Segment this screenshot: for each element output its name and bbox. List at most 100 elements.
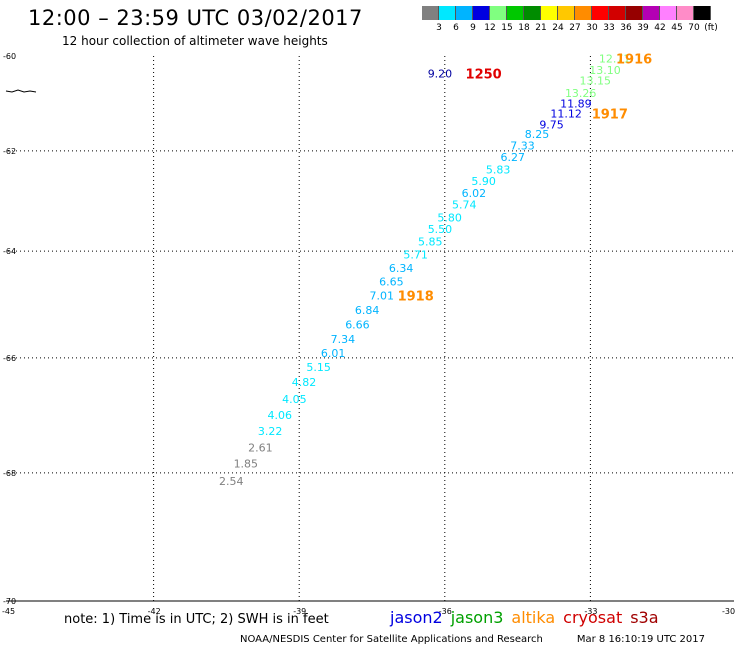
mission-legend-jason3: jason3 bbox=[450, 608, 504, 627]
colorbar-label: 3 bbox=[436, 23, 442, 33]
colorbar-swatch bbox=[643, 6, 660, 20]
colorbar-swatch bbox=[694, 6, 711, 20]
colorbar-label: 30 bbox=[586, 23, 598, 33]
pass-time-label: 1916 bbox=[616, 52, 652, 67]
swh-value: 9.75 bbox=[539, 118, 564, 131]
lat-tick-label: -66 bbox=[3, 354, 16, 363]
coastline-fragment bbox=[5, 89, 37, 93]
swh-value: 6.66 bbox=[345, 318, 370, 331]
wave-height-colorbar bbox=[422, 6, 711, 20]
mission-legend-altika: altika bbox=[511, 608, 556, 627]
swh-value: 7.33 bbox=[510, 140, 535, 153]
swh-value: 13.10 bbox=[589, 64, 621, 77]
lon-tick-label: -42 bbox=[148, 607, 161, 616]
lat-tick-label: -60 bbox=[3, 52, 16, 61]
map-subtitle: 12 hour collection of altimeter wave hei… bbox=[62, 34, 328, 48]
swh-value: 6.02 bbox=[462, 187, 487, 200]
swh-value: 13.26 bbox=[565, 87, 597, 100]
pass-time-label: 1250 bbox=[466, 68, 502, 83]
swh-value: 6.01 bbox=[321, 347, 346, 360]
lon-tick-label: -30 bbox=[722, 607, 735, 616]
colorbar-label: 42 bbox=[654, 23, 666, 33]
swh-value: 13.15 bbox=[580, 75, 612, 88]
footer-note: note: 1) Time is in UTC; 2) SWH is in fe… bbox=[64, 612, 329, 627]
colorbar-label: 24 bbox=[552, 23, 564, 33]
swh-value: 5.50 bbox=[428, 223, 453, 236]
colorbar-label: 9 bbox=[470, 23, 476, 33]
mission-legend: jason2 jason3 altika cryosat s3a bbox=[390, 608, 667, 627]
observations: 12.7113.1013.1513.2611.8911.129.758.257.… bbox=[219, 52, 630, 488]
swh-value: 5.83 bbox=[486, 163, 511, 176]
lon-tick-label: -39 bbox=[293, 607, 306, 616]
swh-value: 7.34 bbox=[331, 333, 356, 346]
colorbar-swatch bbox=[660, 6, 677, 20]
swh-value: 8.25 bbox=[525, 128, 550, 141]
mission-legend-s3a: s3a bbox=[630, 608, 659, 627]
colorbar-swatch bbox=[609, 6, 626, 20]
colorbar-swatch bbox=[439, 6, 456, 20]
swh-value: 4.05 bbox=[282, 393, 307, 406]
lat-tick-label: -62 bbox=[3, 147, 16, 156]
pass-time-labels: 1250 1916 1917 1918 bbox=[398, 52, 653, 304]
lon-tick-label: -36 bbox=[439, 607, 452, 616]
colorbar-swatch bbox=[490, 6, 507, 20]
swh-value: 9.20 bbox=[428, 68, 453, 81]
colorbar-label: (ft) bbox=[704, 23, 718, 33]
pass-time-label: 1918 bbox=[398, 289, 434, 304]
colorbar-label: 45 bbox=[671, 23, 683, 33]
colorbar-swatch bbox=[575, 6, 592, 20]
colorbar-label: 36 bbox=[620, 23, 632, 33]
colorbar-label: 70 bbox=[688, 23, 700, 33]
colorbar-swatch bbox=[558, 6, 575, 20]
axis-tick-labels: -60 -62 -64 -66 -68 -70-45 -42 -39 -36 -33 -30 bbox=[2, 52, 735, 616]
swh-value: 5.80 bbox=[437, 212, 462, 225]
swh-value: 1.85 bbox=[234, 458, 259, 471]
swh-value: 2.61 bbox=[248, 442, 273, 455]
lat-tick-label: -68 bbox=[3, 469, 16, 478]
mission-legend-jason2: jason2 bbox=[390, 608, 443, 627]
colorbar-swatch bbox=[422, 6, 439, 20]
colorbar-label: 15 bbox=[501, 23, 513, 33]
colorbar-label: 39 bbox=[637, 23, 649, 33]
colorbar-label: 6 bbox=[453, 23, 459, 33]
swh-value: 5.90 bbox=[471, 175, 496, 188]
swh-value: 6.65 bbox=[379, 276, 404, 289]
lat-tick-label: -70 bbox=[3, 597, 16, 606]
lon-tick-label: -45 bbox=[2, 607, 15, 616]
swh-value: 4.82 bbox=[292, 376, 317, 389]
colorbar-swatch bbox=[456, 6, 473, 20]
mission-legend-cryosat: cryosat bbox=[563, 608, 623, 627]
swh-value: 5.71 bbox=[403, 248, 428, 261]
colorbar-swatch bbox=[507, 6, 524, 20]
colorbar-label: 21 bbox=[535, 23, 547, 33]
swh-value: 5.85 bbox=[418, 236, 443, 249]
colorbar-swatch bbox=[473, 6, 490, 20]
swh-value: 2.54 bbox=[219, 475, 244, 488]
lon-tick-label: -33 bbox=[584, 607, 597, 616]
credit-org: NOAA/NESDIS Center for Satellite Applica… bbox=[240, 634, 543, 645]
colorbar-swatch bbox=[541, 6, 558, 20]
swh-value: 5.74 bbox=[452, 198, 477, 211]
lat-tick-label: -64 bbox=[3, 247, 16, 256]
swh-value: 11.12 bbox=[550, 107, 582, 120]
swh-value: 5.15 bbox=[306, 361, 331, 374]
pass-time-label: 1917 bbox=[592, 107, 628, 122]
colorbar-label: 27 bbox=[569, 23, 581, 33]
swh-value: 6.84 bbox=[355, 304, 380, 317]
colorbar-label: 12 bbox=[484, 23, 496, 33]
colorbar-swatch bbox=[524, 6, 541, 20]
swh-value: 4.06 bbox=[268, 409, 293, 422]
map-title: 12:00 – 23:59 UTC 03/02/2017 bbox=[28, 6, 363, 30]
colorbar-label: 18 bbox=[518, 23, 530, 33]
swh-value: 12.71 bbox=[599, 52, 631, 65]
swh-value: 3.22 bbox=[258, 425, 283, 438]
swh-value: 6.27 bbox=[500, 151, 525, 164]
colorbar-swatch bbox=[626, 6, 643, 20]
graticule bbox=[8, 56, 736, 601]
swh-value: 11.89 bbox=[560, 97, 592, 110]
swh-value: 7.01 bbox=[369, 289, 394, 302]
colorbar-swatch bbox=[677, 6, 694, 20]
colorbar-label: 33 bbox=[603, 23, 615, 33]
credit-line: NOAA/NESDIS Center for Satellite Applica… bbox=[240, 634, 705, 645]
